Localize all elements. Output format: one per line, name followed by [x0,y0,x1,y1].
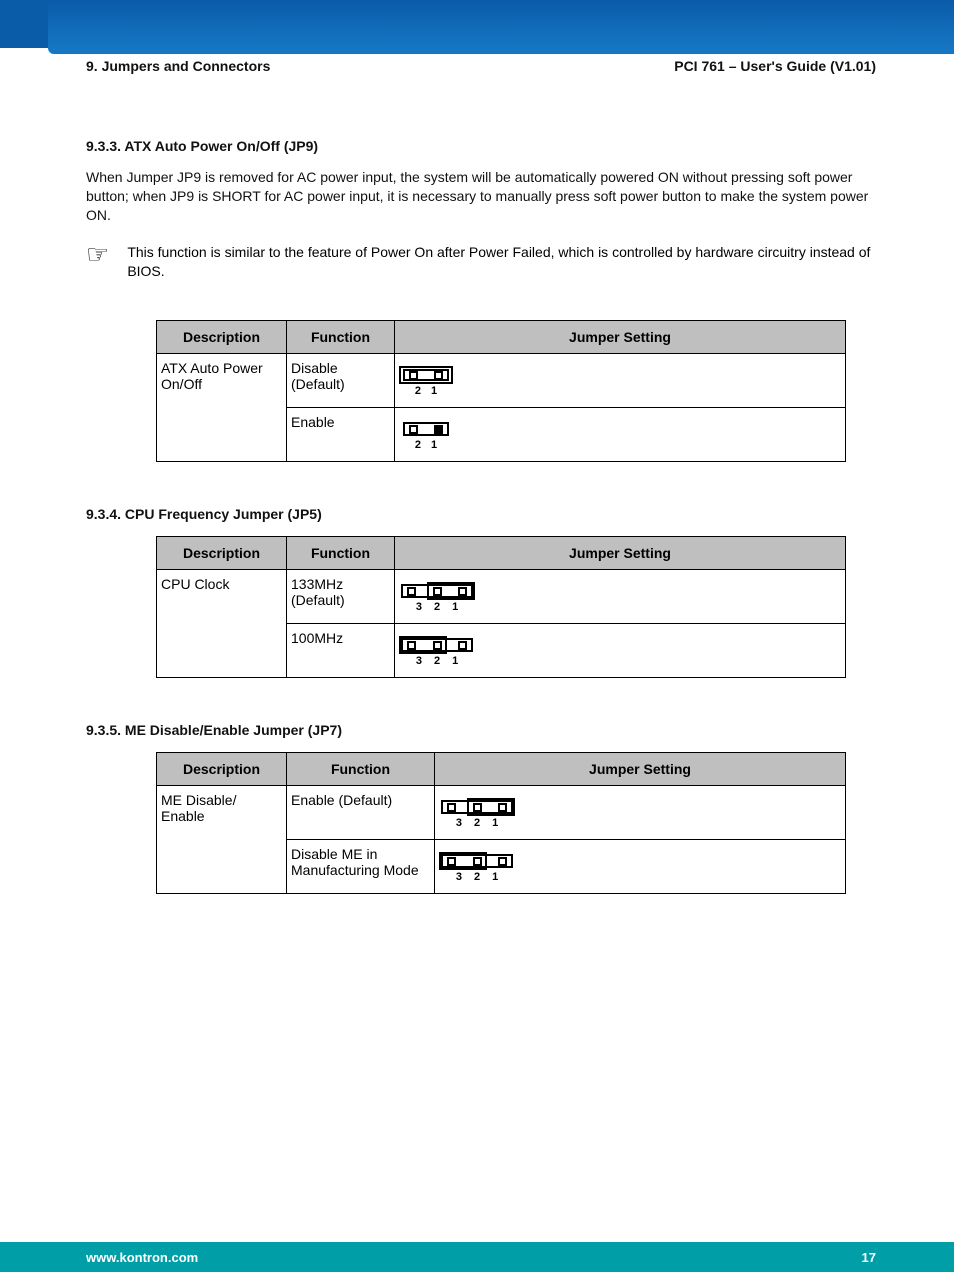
td-jumper: 321 [395,570,846,624]
jumper-diagram: 21 [399,366,453,397]
th-description: Description [157,321,287,354]
th-function: Function [287,321,395,354]
jumper-diagram: 321 [399,636,475,667]
th-function: Function [287,753,435,786]
td-func: 133MHz (Default) [287,570,395,624]
th-description: Description [157,753,287,786]
td-jumper: 321 [435,840,846,894]
td-func: Disable ME in Manufacturing Mode [287,840,435,894]
header-left: 9. Jumpers and Connectors [86,58,270,74]
th-jumper-setting: Jumper Setting [395,321,846,354]
table-jp5: Description Function Jumper Setting CPU … [156,536,846,678]
td-func: Enable (Default) [287,786,435,840]
th-function: Function [287,537,395,570]
header-right: PCI 761 – User's Guide (V1.01) [674,58,876,74]
td-func: Disable (Default) [287,354,395,408]
th-jumper-setting: Jumper Setting [395,537,846,570]
jumper-diagram: 321 [439,798,515,829]
section-933-para: When Jumper JP9 is removed for AC power … [86,168,876,225]
page-footer: www.kontron.com 17 [0,1242,954,1272]
jumper-diagram: 321 [439,852,515,883]
jumper-diagram: 321 [399,582,475,613]
table-jp9: Description Function Jumper Setting ATX … [156,320,846,462]
section-935-title: 9.3.5. ME Disable/Enable Jumper (JP7) [86,722,876,738]
note-text: This function is similar to the feature … [127,243,876,281]
td-desc: ME Disable/ Enable [157,786,287,894]
td-jumper: 321 [395,624,846,678]
hand-point-icon: ☞ [86,241,109,267]
note-row: ☞ This function is similar to the featur… [86,243,876,281]
td-desc: ATX Auto Power On/Off [157,354,287,462]
td-jumper: 321 [435,786,846,840]
table-jp7: Description Function Jumper Setting ME D… [156,752,846,894]
footer-page-number: 17 [862,1250,876,1265]
td-jumper: 21 [395,354,846,408]
jumper-diagram: 21 [399,420,453,451]
page-content: 9. Jumpers and Connectors PCI 761 – User… [86,58,876,938]
td-jumper: 21 [395,408,846,462]
footer-url: www.kontron.com [86,1250,198,1265]
section-934-title: 9.3.4. CPU Frequency Jumper (JP5) [86,506,876,522]
td-func: 100MHz [287,624,395,678]
section-933-title: 9.3.3. ATX Auto Power On/Off (JP9) [86,138,876,154]
th-description: Description [157,537,287,570]
top-banner [0,0,954,48]
td-func: Enable [287,408,395,462]
running-header: 9. Jumpers and Connectors PCI 761 – User… [86,58,876,74]
th-jumper-setting: Jumper Setting [435,753,846,786]
td-desc: CPU Clock [157,570,287,678]
